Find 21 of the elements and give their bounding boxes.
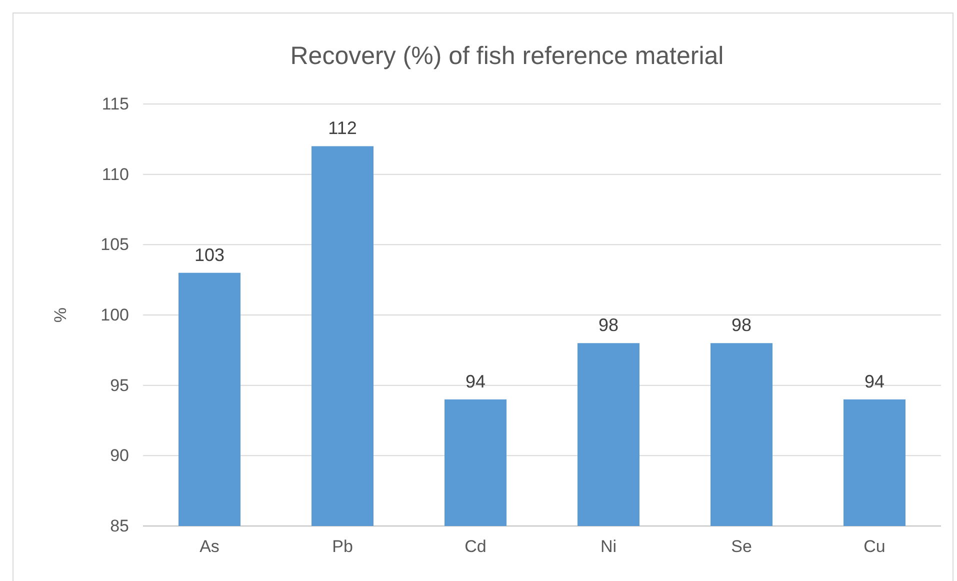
y-tick-label: 85: [110, 516, 129, 536]
y-axis-title: %: [51, 307, 70, 323]
y-tick-label: 115: [102, 94, 129, 114]
x-tick-label: Cd: [464, 537, 486, 556]
data-label: 103: [194, 244, 225, 265]
chart-title: Recovery (%) of fish reference material: [290, 42, 724, 70]
x-tick-label: Pb: [332, 537, 353, 556]
data-label: 98: [731, 315, 752, 336]
x-tick-label: Ni: [600, 537, 617, 556]
x-tick-label: As: [200, 537, 220, 556]
data-label: 98: [598, 315, 619, 336]
y-tick-label: 90: [110, 446, 129, 466]
y-tick-label: 100: [100, 305, 129, 324]
data-label: 112: [328, 118, 357, 138]
data-label: 94: [465, 371, 486, 392]
y-tick-label: 110: [102, 164, 129, 184]
data-label: 94: [864, 371, 885, 392]
x-tick-label: Cu: [864, 537, 886, 556]
y-tick-label: 95: [110, 376, 129, 395]
x-tick-label: Se: [731, 537, 752, 556]
y-tick-label: 105: [100, 235, 129, 254]
